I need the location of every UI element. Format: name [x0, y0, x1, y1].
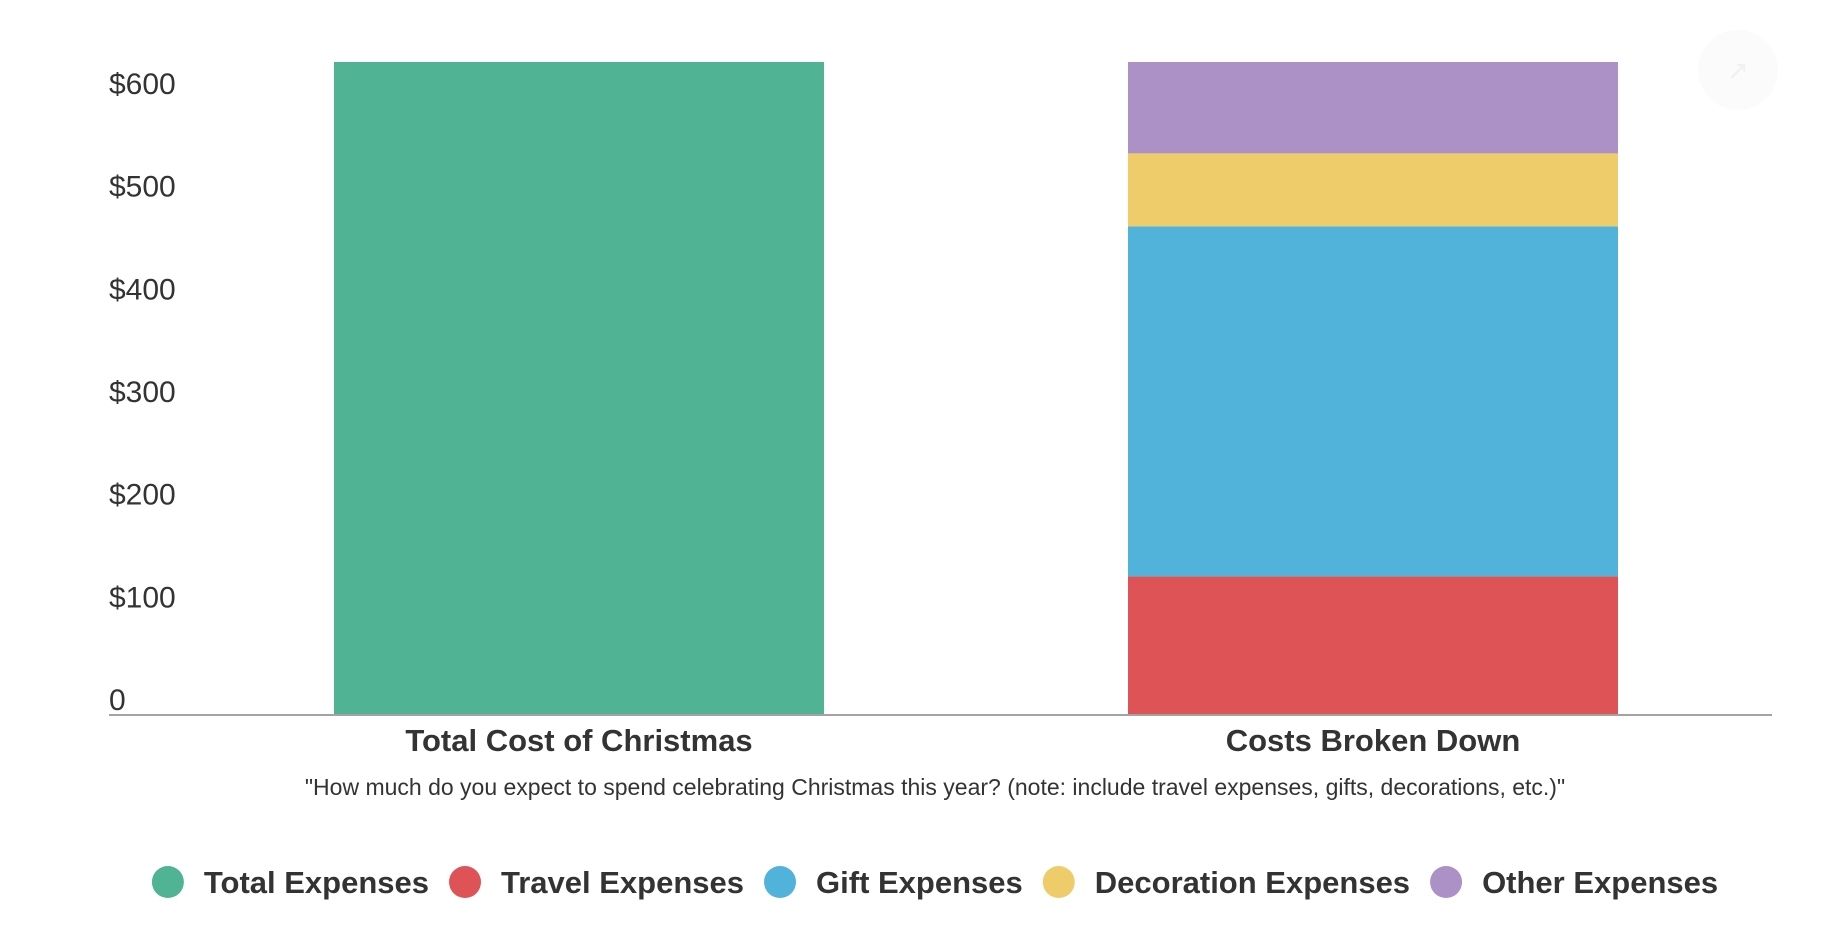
x-axis-labels: Total Cost of Christmas Costs Broken Down	[405, 723, 1520, 758]
legend-item: Decoration Expenses	[1042, 865, 1410, 900]
legend-label: Travel Expenses	[501, 865, 744, 900]
y-axis-ticks: 0 $100 $200 $300 $400 $500 $600	[109, 68, 176, 717]
y-tick-label: 0	[109, 684, 126, 717]
y-tick-label: $200	[109, 479, 176, 512]
legend-label: Other Expenses	[1482, 865, 1718, 900]
y-tick-label: $100	[109, 581, 176, 614]
chart-subtitle: "How much do you expect to spend celebra…	[305, 774, 1565, 800]
y-tick-label: $300	[109, 376, 176, 409]
y-tick-label: $600	[109, 68, 176, 101]
legend-swatch	[1042, 866, 1075, 898]
y-tick-label: $400	[109, 273, 176, 306]
legend-item: Total Expenses	[151, 865, 429, 900]
y-tick-label: $500	[109, 171, 176, 204]
legend-swatch	[449, 866, 482, 898]
legend-swatch	[764, 866, 797, 898]
legend-label: Gift Expenses	[816, 865, 1023, 900]
bar-segment-travel-expenses	[1128, 576, 1618, 714]
share-icon[interactable]: ↗	[1698, 30, 1778, 110]
bars	[334, 62, 1618, 714]
bar-segment-total-expenses	[334, 62, 824, 714]
legend-swatch	[1430, 866, 1463, 898]
x-category-label: Costs Broken Down	[1226, 723, 1521, 758]
legend-item: Travel Expenses	[449, 865, 744, 900]
legend-label: Total Expenses	[204, 865, 429, 900]
legend-label: Decoration Expenses	[1095, 865, 1410, 900]
legend-item: Gift Expenses	[764, 865, 1023, 900]
legend: Total Expenses Travel Expenses Gift Expens…	[151, 865, 1718, 900]
bar-segment-gift-expenses	[1128, 226, 1618, 577]
bar-segment-decoration-expenses	[1128, 153, 1618, 227]
legend-item: Other Expenses	[1430, 865, 1718, 900]
x-category-label: Total Cost of Christmas	[405, 723, 752, 758]
legend-swatch	[151, 866, 184, 898]
bar-segment-other-expenses	[1128, 62, 1618, 154]
